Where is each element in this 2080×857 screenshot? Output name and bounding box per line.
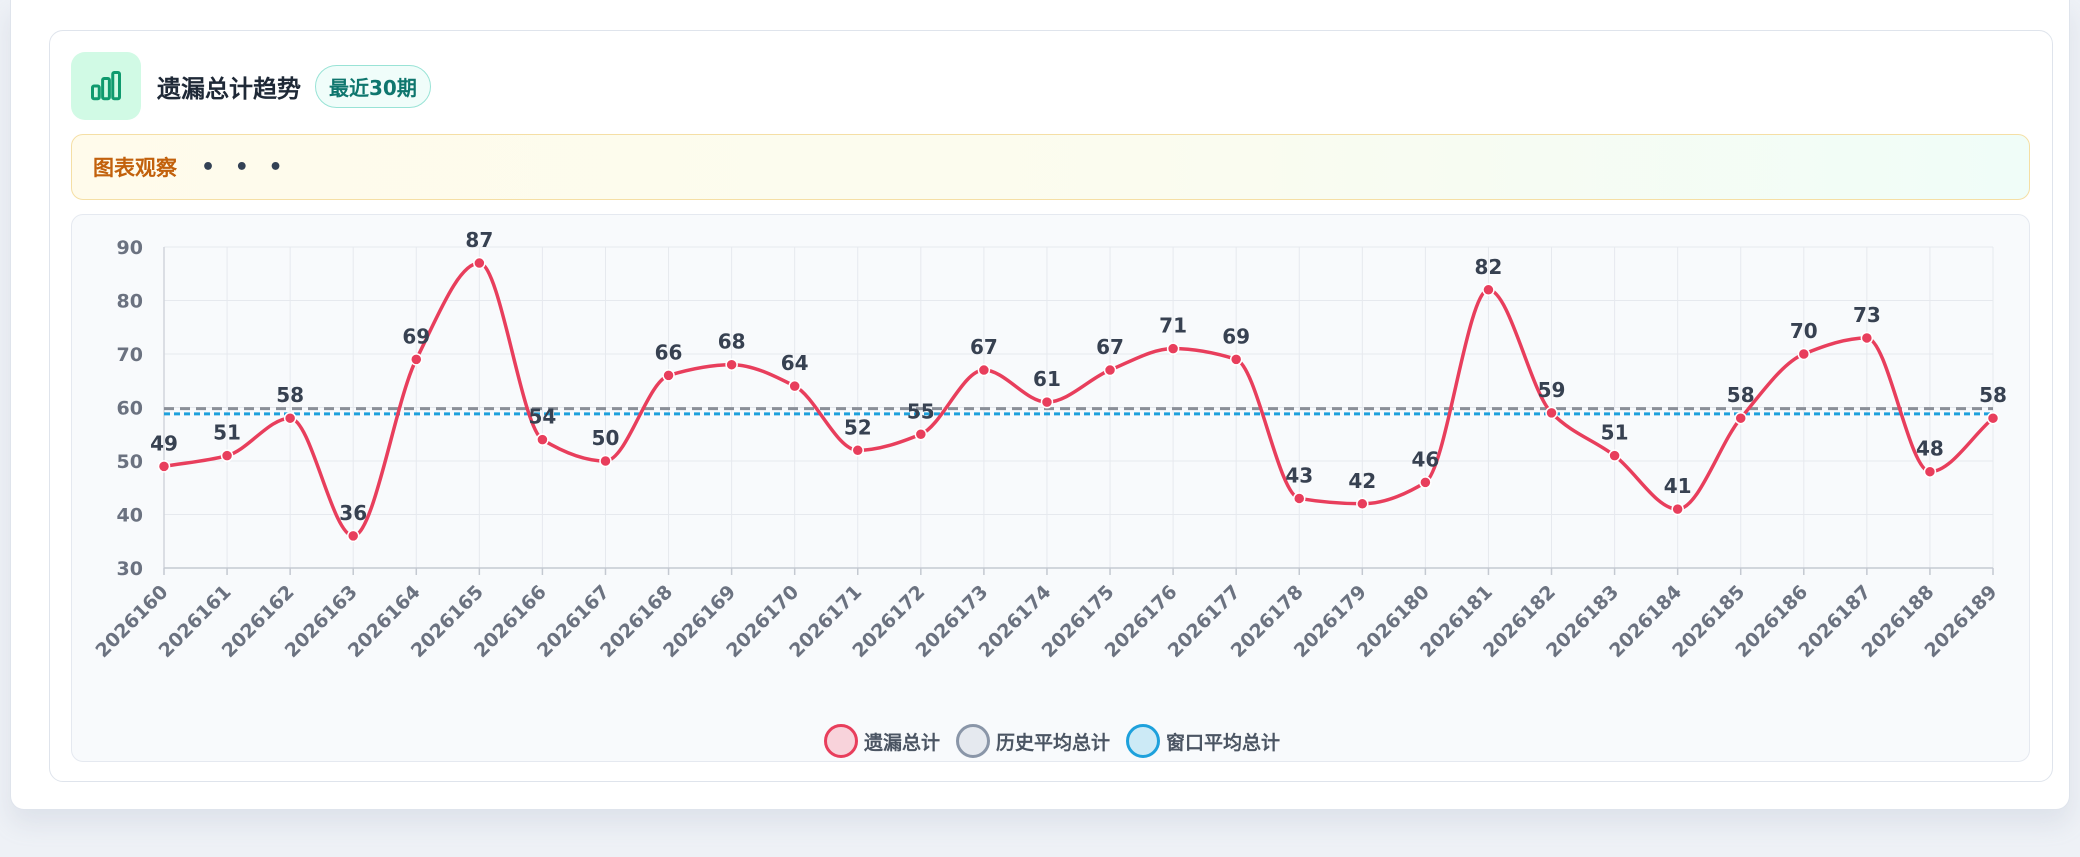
legend-label: 遗漏总计 <box>863 731 940 754</box>
data-label: 58 <box>1979 383 2007 407</box>
y-tick-label: 90 <box>117 237 143 259</box>
data-label: 42 <box>1348 469 1376 493</box>
data-point <box>1545 406 1558 420</box>
data-label: 67 <box>1096 335 1124 359</box>
data-point <box>788 379 801 393</box>
data-point <box>220 449 234 462</box>
data-point <box>536 433 549 446</box>
total-miss-line <box>163 261 1995 538</box>
data-label: 71 <box>1159 314 1187 338</box>
data-label: 69 <box>402 324 430 348</box>
data-point <box>1986 411 2000 425</box>
bar-chart-icon <box>71 52 141 120</box>
data-label: 61 <box>1033 367 1061 391</box>
data-label: 41 <box>1664 474 1692 498</box>
legend-swatch <box>1126 724 1160 758</box>
data-label: 68 <box>718 330 746 354</box>
legend-label: 历史平均总计 <box>995 731 1110 754</box>
data-label: 70 <box>1790 319 1818 343</box>
chart-observation-bar[interactable]: 图表观察 • • • <box>71 134 2030 200</box>
legend-item[interactable]: 遗漏总计 <box>823 724 940 758</box>
data-point <box>1292 492 1306 505</box>
data-label: 54 <box>528 405 556 429</box>
line-chart: 3040506070809020261602026161202616220261… <box>92 228 2007 662</box>
data-point <box>1608 449 1621 462</box>
data-point <box>1103 363 1117 377</box>
observation-title: 图表观察 <box>93 156 177 180</box>
data-point <box>1860 331 1874 345</box>
data-label: 48 <box>1916 437 1944 461</box>
data-point <box>1419 476 1432 489</box>
data-label: 64 <box>781 351 809 375</box>
chart-legend: 遗漏总计 历史平均总计 窗口平均总计 <box>72 724 2032 758</box>
data-point <box>851 444 865 457</box>
data-label: 55 <box>907 399 935 423</box>
data-point <box>157 460 171 473</box>
data-label: 69 <box>1222 324 1250 348</box>
data-point <box>1797 347 1811 361</box>
data-point <box>725 358 738 371</box>
data-point <box>1671 502 1684 516</box>
data-point <box>914 428 928 441</box>
data-point <box>283 411 297 425</box>
legend-swatch <box>955 724 990 758</box>
data-point <box>346 529 360 543</box>
chart-panel: 30 40 50 60 70 80 90 2026160 2026161 2026162 20261… <box>71 214 2030 762</box>
data-point <box>662 369 675 382</box>
card-title: 遗漏总计趋势 <box>157 74 301 103</box>
data-label: 36 <box>339 501 367 525</box>
data-label: 67 <box>970 335 998 359</box>
data-label: 50 <box>592 426 620 450</box>
data-label: 82 <box>1475 255 1503 279</box>
data-label: 46 <box>1411 447 1439 471</box>
y-tick-label: 40 <box>117 505 143 527</box>
data-point <box>1482 283 1495 297</box>
legend-item[interactable]: 历史平均总计 <box>955 724 1110 758</box>
data-label: 58 <box>1727 383 1755 407</box>
y-tick-label: 70 <box>117 344 143 366</box>
data-point <box>1356 497 1369 511</box>
trend-card: 遗漏总计趋势 最近30期 图表观察 • • • 30 40 50 60 70 80 90 20… <box>49 30 2053 782</box>
page-container: 遗漏总计趋势 最近30期 图表观察 • • • 30 40 50 60 70 80 90 20… <box>10 0 2070 810</box>
data-point <box>410 353 423 366</box>
legend-swatch <box>823 724 858 758</box>
data-point <box>1166 342 1180 355</box>
y-tick-label: 60 <box>117 398 143 420</box>
data-point <box>1040 395 1054 409</box>
data-point <box>599 454 612 468</box>
data-point <box>1923 465 1937 478</box>
legend-label: 窗口平均总计 <box>1166 731 1281 754</box>
legend-item[interactable]: 窗口平均总计 <box>1126 724 1280 758</box>
data-label: 58 <box>276 383 304 407</box>
data-label: 87 <box>465 228 493 252</box>
data-point <box>473 256 486 270</box>
data-label: 73 <box>1853 303 1881 327</box>
more-dots-icon[interactable]: • • • <box>201 154 289 180</box>
data-label: 52 <box>844 415 872 439</box>
y-tick-label: 30 <box>117 558 143 580</box>
data-point <box>1734 411 1747 425</box>
data-label: 51 <box>1601 421 1629 445</box>
y-tick-label: 50 <box>117 451 143 473</box>
period-badge: 最近30期 <box>315 64 431 108</box>
y-tick-label: 80 <box>117 291 143 313</box>
data-label: 59 <box>1538 378 1566 402</box>
data-label: 43 <box>1285 463 1313 487</box>
data-label: 49 <box>150 431 178 455</box>
data-label: 51 <box>213 421 241 445</box>
data-point <box>1229 353 1243 366</box>
data-point <box>977 363 991 377</box>
data-label: 66 <box>655 340 683 364</box>
card-header: 遗漏总计趋势 最近30期 <box>71 52 431 120</box>
